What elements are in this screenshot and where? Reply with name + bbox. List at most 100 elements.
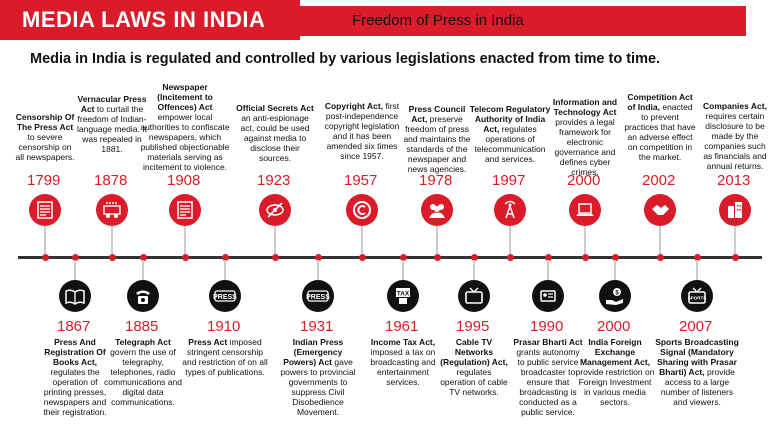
timeline-dot bbox=[221, 254, 229, 261]
printing-icon bbox=[96, 194, 128, 226]
event-description: Competition Act of India, enacted to pre… bbox=[624, 92, 696, 162]
event-detail: empower local authorities to confiscate … bbox=[140, 112, 230, 172]
event-year: 2013 bbox=[717, 172, 751, 189]
event-year: 1957 bbox=[344, 172, 378, 189]
event-name: Newspaper (Incitement to Offences) Act bbox=[157, 82, 213, 112]
tax-icon: TAX bbox=[387, 280, 419, 312]
timeline-dot bbox=[611, 254, 619, 261]
svg-text:PRESS: PRESS bbox=[213, 294, 237, 301]
page-subtitle: Freedom of Press in India bbox=[352, 12, 524, 29]
connector-line bbox=[509, 226, 511, 254]
event-description: Newspaper (Incitement to Offences) Act e… bbox=[139, 82, 231, 172]
event-detail: first post-independence copyright legisl… bbox=[324, 101, 400, 161]
event-name: Copyright Act, bbox=[324, 101, 384, 111]
event-year: 1885 bbox=[125, 318, 159, 335]
timeline-dot bbox=[139, 254, 147, 261]
event-detail: regulates operation of cable TV networks… bbox=[440, 367, 508, 397]
event-year: 1961 bbox=[385, 318, 419, 335]
laptop-icon bbox=[569, 194, 601, 226]
timeline-dot bbox=[693, 254, 701, 261]
connector-line bbox=[111, 226, 113, 254]
event-year: 1910 bbox=[207, 318, 241, 335]
event-description: Information and Technology Act provides … bbox=[546, 97, 624, 177]
event-description: Copyright Act, first post-independence c… bbox=[322, 101, 402, 161]
copyright-icon bbox=[346, 194, 378, 226]
subtitle-panel bbox=[300, 6, 746, 36]
event-name: India Foreign Exchange Management Act, bbox=[579, 337, 651, 367]
timeline-dot bbox=[314, 254, 322, 261]
event-detail: preserve freedom of press and maintains … bbox=[403, 114, 471, 174]
sports-tv-icon: SPORTS bbox=[681, 280, 713, 312]
event-name: Cable TV Networks (Regulation) Act, bbox=[440, 337, 508, 367]
timeline-dot bbox=[108, 254, 116, 261]
event-name: Telegraph Act bbox=[115, 337, 171, 347]
buildings-icon bbox=[719, 194, 751, 226]
event-name: Press Council Act, bbox=[408, 104, 466, 124]
event-year: 1878 bbox=[94, 172, 128, 189]
event-year: 1978 bbox=[419, 172, 453, 189]
tower-icon bbox=[494, 194, 526, 226]
connector-line bbox=[224, 260, 226, 280]
telephone-icon bbox=[127, 280, 159, 312]
event-year: 1990 bbox=[530, 318, 564, 335]
event-detail: provide access to a large number of list… bbox=[660, 367, 735, 407]
no-eye-icon bbox=[259, 194, 291, 226]
event-description: Telegraph Act govern the use of telegrap… bbox=[103, 337, 183, 407]
people-icon bbox=[421, 194, 453, 226]
timeline-dot bbox=[71, 254, 79, 261]
event-detail: grants autonomy to public service broadc… bbox=[516, 347, 580, 417]
connector-line bbox=[184, 226, 186, 254]
connector-line bbox=[734, 226, 736, 254]
event-detail: an anti-espionage act, could be used aga… bbox=[240, 113, 310, 163]
event-description: Prasar Bharti Act grants autonomy to pub… bbox=[513, 337, 583, 417]
connector-line bbox=[436, 226, 438, 254]
event-description: India Foreign Exchange Management Act, p… bbox=[575, 337, 655, 407]
event-name: Press And Registration Of Books Act, bbox=[44, 337, 106, 367]
timeline-dot bbox=[433, 254, 441, 261]
svg-text:SPORTS: SPORTS bbox=[688, 296, 707, 301]
event-description: Telecom Regulatory Authority of India Ac… bbox=[469, 104, 551, 164]
event-year: 1997 bbox=[492, 172, 526, 189]
event-description: Press Council Act, preserve freedom of p… bbox=[400, 104, 474, 174]
connector-line bbox=[274, 226, 276, 254]
connector-line bbox=[547, 260, 549, 280]
event-detail: to severe censorship on all newspapers. bbox=[15, 132, 75, 162]
event-description: Press And Registration Of Books Act, reg… bbox=[42, 337, 108, 417]
event-year: 2000 bbox=[567, 172, 601, 189]
timeline-dot bbox=[581, 254, 589, 261]
event-detail: requires certain disclosure to be made b… bbox=[703, 111, 767, 171]
event-description: Income Tax Act, imposed a tax on broadca… bbox=[369, 337, 437, 387]
timeline-dot bbox=[506, 254, 514, 261]
timeline-dot bbox=[470, 254, 478, 261]
event-description: Cable TV Networks (Regulation) Act, regu… bbox=[439, 337, 509, 397]
connector-line bbox=[74, 260, 76, 280]
connector-line bbox=[473, 260, 475, 280]
timeline-dot bbox=[181, 254, 189, 261]
event-description: Sports Broadcasting Signal (Mandatory Sh… bbox=[654, 337, 740, 407]
event-name: Competition Act of India, bbox=[627, 92, 693, 112]
event-description: Censorship Of The Press Act to severe ce… bbox=[14, 112, 76, 162]
event-description: Vernacular Press Act to curtail the free… bbox=[76, 94, 148, 154]
event-detail: regulates the operation of printing pres… bbox=[43, 367, 107, 417]
timeline-dot bbox=[731, 254, 739, 261]
event-name: Prasar Bharti Act bbox=[513, 337, 583, 347]
newspaper-icon bbox=[29, 194, 61, 226]
event-year: 2000 bbox=[597, 318, 631, 335]
event-detail: imposed stringent censorship and restric… bbox=[182, 337, 268, 377]
timeline-dot bbox=[399, 254, 407, 261]
money-hand-icon: $ bbox=[599, 280, 631, 312]
event-detail: provides a legal framework for electroni… bbox=[554, 117, 616, 177]
event-year: 1931 bbox=[300, 318, 334, 335]
connector-line bbox=[696, 260, 698, 280]
connector-line bbox=[402, 260, 404, 280]
event-year: 2002 bbox=[642, 172, 676, 189]
event-detail: regulates operations of telecommunicatio… bbox=[474, 124, 546, 164]
event-year: 1799 bbox=[27, 172, 61, 189]
event-year: 1995 bbox=[456, 318, 490, 335]
event-name: Sports Broadcasting Signal (Mandatory Sh… bbox=[655, 337, 739, 377]
connector-line bbox=[659, 226, 661, 254]
event-name: Vernacular Press Act bbox=[77, 94, 147, 114]
timeline-dot bbox=[358, 254, 366, 261]
connector-line bbox=[317, 260, 319, 280]
event-description: Companies Act, requires certain disclosu… bbox=[699, 101, 771, 171]
